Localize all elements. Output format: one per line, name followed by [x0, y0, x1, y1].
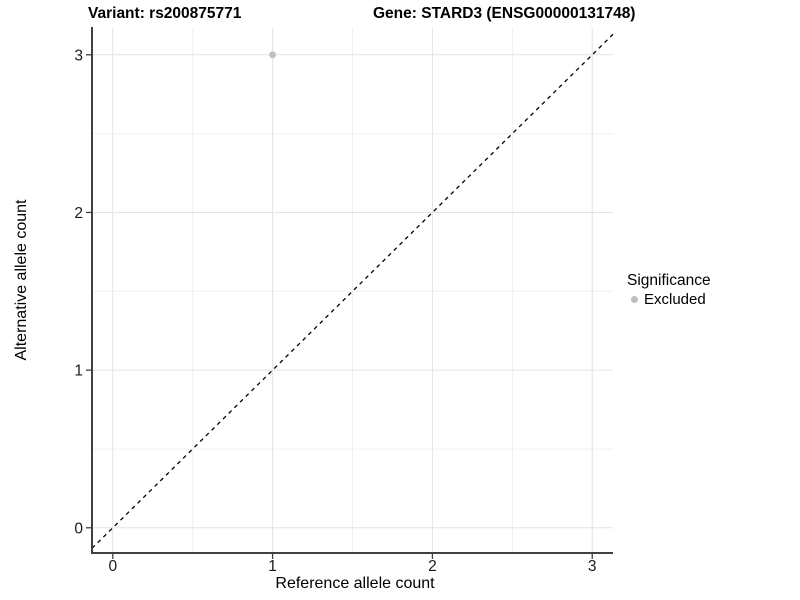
- y-tick-label: 0: [74, 520, 83, 537]
- x-tick-label: 3: [588, 558, 597, 575]
- legend-item: Excluded: [627, 291, 711, 308]
- x-axis-title: Reference allele count: [275, 575, 435, 592]
- identity-dashed-line: [91, 33, 614, 549]
- excluded-point-icon: [631, 296, 638, 303]
- legend: Significance Excluded: [627, 272, 711, 308]
- legend-title: Significance: [627, 272, 711, 289]
- data-point: [269, 51, 276, 59]
- x-tick-label: 1: [268, 558, 277, 575]
- legend-item-label: Excluded: [644, 291, 706, 308]
- gene-title: Gene: STARD3 (ENSG00000131748): [373, 5, 636, 22]
- y-tick-label: 1: [74, 363, 83, 380]
- x-tick-label: 2: [428, 558, 437, 575]
- x-tick-label: 0: [108, 558, 117, 575]
- y-tick-label: 2: [74, 205, 83, 222]
- variant-title: Variant: rs200875771: [88, 5, 242, 22]
- y-axis-title: Alternative allele count: [13, 199, 30, 361]
- y-tick-label: 3: [74, 47, 83, 64]
